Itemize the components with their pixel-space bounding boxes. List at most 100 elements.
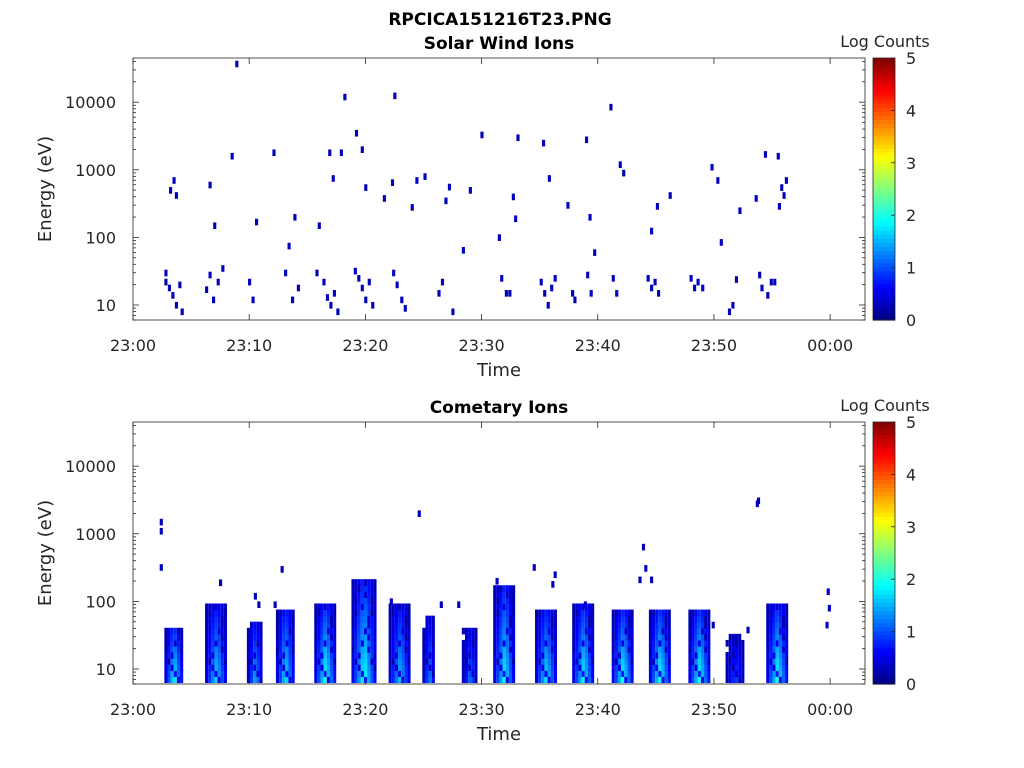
data-cell — [279, 676, 283, 684]
data-cell — [170, 646, 174, 653]
data-cell — [734, 646, 739, 653]
data-cell — [617, 658, 622, 665]
data-cell — [367, 664, 371, 671]
data-cell — [223, 633, 227, 641]
data-cell — [393, 92, 397, 100]
data-cell — [329, 609, 334, 617]
data-cell — [279, 633, 283, 641]
data-cell — [407, 652, 411, 659]
data-cell — [627, 621, 631, 629]
data-cell — [653, 278, 657, 286]
data-cell — [584, 136, 589, 144]
data-cell — [573, 296, 577, 304]
data-cell — [587, 676, 592, 684]
data-cell — [615, 290, 619, 297]
data-cell — [275, 627, 280, 635]
data-cell — [164, 639, 168, 647]
data-cell — [652, 633, 656, 641]
data-cell — [648, 615, 653, 623]
data-cell — [331, 175, 335, 182]
colorbar-segment — [873, 119, 895, 125]
data-cell — [707, 658, 711, 665]
data-cell — [661, 646, 665, 653]
colorbar-segment — [873, 234, 895, 239]
data-cell — [394, 639, 399, 647]
data-cell — [624, 609, 628, 617]
data-cell — [363, 627, 368, 635]
data-cell — [394, 670, 399, 677]
data-cell — [694, 633, 698, 641]
data-cell — [431, 652, 435, 659]
data-cell — [611, 639, 615, 647]
data-cell — [388, 652, 392, 659]
data-cell — [323, 670, 327, 677]
data-cell — [431, 639, 435, 647]
data-cell — [584, 670, 588, 677]
data-cell — [404, 676, 408, 684]
data-cell — [704, 670, 708, 677]
data-cell — [314, 615, 318, 623]
data-cell — [370, 615, 374, 623]
data-cell — [461, 246, 465, 254]
data-cell — [617, 664, 622, 671]
colorbar-segment — [873, 148, 895, 153]
data-cell — [363, 609, 368, 617]
data-cell — [641, 543, 646, 551]
data-cell — [291, 621, 295, 629]
data-cell — [493, 646, 497, 653]
data-cell — [394, 633, 399, 641]
data-cell — [781, 670, 786, 677]
data-cell — [627, 609, 631, 617]
colorbar-tick-label: 0 — [906, 675, 916, 694]
data-cell — [373, 597, 377, 605]
data-cell — [578, 627, 582, 635]
data-cell — [370, 646, 374, 653]
data-cell — [704, 676, 708, 684]
data-cell — [431, 633, 435, 641]
data-cell — [614, 676, 618, 684]
data-cell — [164, 278, 168, 286]
data-cell — [578, 609, 582, 617]
data-cell — [697, 615, 701, 623]
data-cell — [738, 646, 742, 653]
data-cell — [275, 609, 280, 617]
data-cell — [357, 615, 361, 623]
data-cell — [314, 658, 318, 665]
data-cell — [541, 609, 545, 617]
data-cell — [314, 603, 318, 611]
data-cell — [360, 609, 364, 617]
data-cell — [246, 646, 251, 653]
data-cell — [351, 579, 355, 586]
data-cell — [614, 615, 618, 623]
data-cell — [758, 271, 762, 279]
data-cell — [778, 676, 782, 684]
data-cell — [622, 169, 626, 177]
data-cell — [541, 633, 545, 641]
data-cell — [691, 670, 695, 677]
data-cell — [658, 664, 662, 671]
data-cell — [624, 664, 628, 671]
data-cell — [394, 652, 399, 659]
data-cell — [691, 621, 695, 629]
data-cell — [493, 658, 497, 665]
data-cell — [180, 308, 184, 316]
data-cell — [827, 604, 831, 612]
data-cell — [541, 676, 545, 684]
data-cell — [512, 639, 516, 647]
data-cell — [772, 652, 776, 659]
data-cell — [782, 192, 786, 199]
data-cell — [401, 615, 405, 623]
data-cell — [766, 627, 770, 635]
data-cell — [180, 639, 184, 647]
colorbar-segment — [873, 115, 895, 121]
data-cell — [367, 278, 371, 286]
colorbar-frame — [872, 421, 896, 685]
data-cell — [180, 658, 184, 665]
data-cell — [728, 658, 732, 665]
data-cell — [617, 646, 622, 653]
data-cell — [173, 664, 177, 671]
colorbar-segment — [873, 82, 895, 88]
data-cell — [468, 676, 472, 684]
data-cell — [259, 633, 263, 641]
